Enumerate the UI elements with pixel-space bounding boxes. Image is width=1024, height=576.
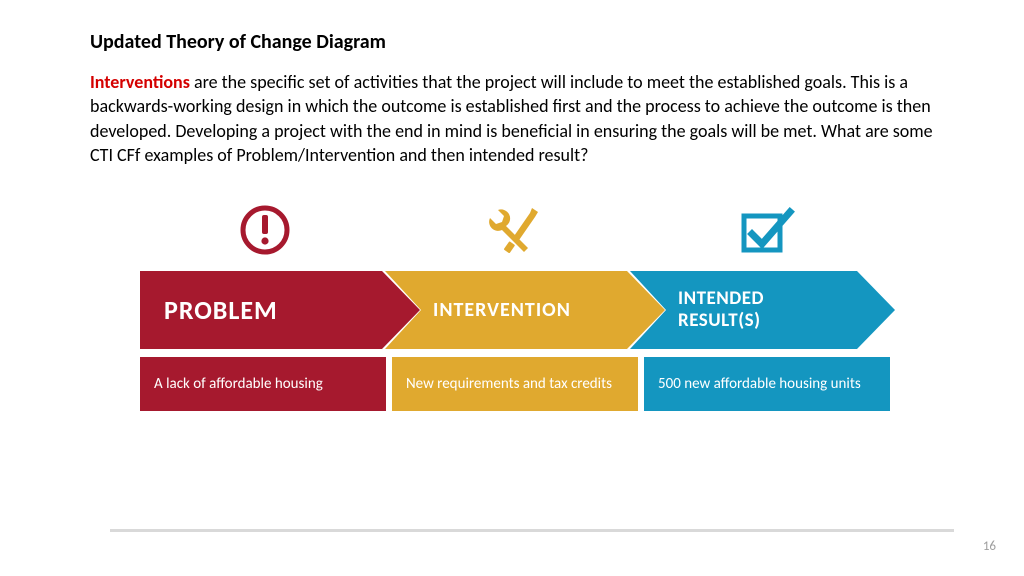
problem-arrow: PROBLEM xyxy=(140,271,420,349)
page-number: 16 xyxy=(983,539,996,554)
checkbox-icon xyxy=(738,204,798,256)
intervention-subtext: New requirements and tax credits xyxy=(392,357,638,411)
intro-paragraph: Interventions are the specific set of ac… xyxy=(90,70,934,167)
footer-divider xyxy=(110,529,954,532)
page-title: Updated Theory of Change Diagram xyxy=(90,30,934,54)
problem-icon-cell xyxy=(140,195,390,265)
result-label: INTENDEDRESULT(S) xyxy=(630,288,764,332)
theory-of-change-diagram: INTENDEDRESULT(S) INTERVENTION PROBLEM A… xyxy=(140,195,895,411)
highlight-word: Interventions xyxy=(90,71,190,93)
problem-label: PROBLEM xyxy=(140,294,278,326)
result-icon-cell xyxy=(640,195,895,265)
subtext-row: A lack of affordable housing New require… xyxy=(140,357,895,411)
intervention-arrow: INTERVENTION xyxy=(385,271,665,349)
arrow-row: INTENDEDRESULT(S) INTERVENTION PROBLEM xyxy=(140,271,895,349)
icon-row xyxy=(140,195,895,265)
tools-icon xyxy=(484,204,546,256)
intervention-icon-cell xyxy=(390,195,640,265)
result-subtext: 500 new affordable housing units xyxy=(644,357,890,411)
problem-subtext: A lack of affordable housing xyxy=(140,357,386,411)
exclamation-icon xyxy=(237,202,293,258)
intervention-label: INTERVENTION xyxy=(385,298,571,322)
result-arrow: INTENDEDRESULT(S) xyxy=(630,271,895,349)
intro-rest: are the specific set of activities that … xyxy=(90,71,933,166)
